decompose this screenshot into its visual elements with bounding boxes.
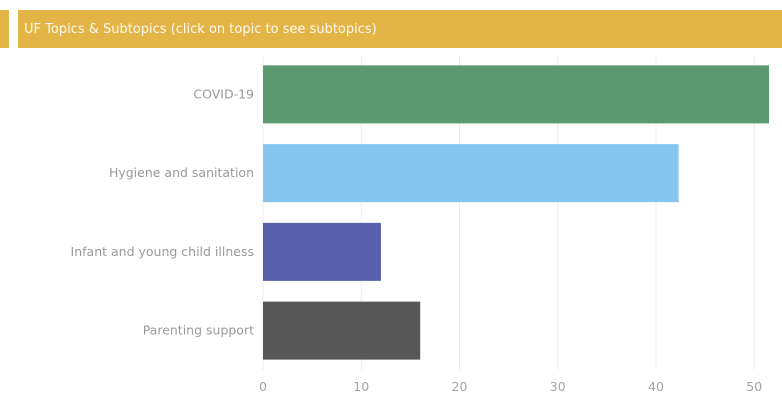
- category-label: Hygiene and sanitation: [109, 165, 254, 180]
- category-labels: COVID-19 Hygiene and sanitation Infant and…: [71, 86, 255, 337]
- chart-title[interactable]: UF Topics & Subtopics (click on topic to…: [24, 21, 377, 37]
- bar-infant-and-young-child-illness[interactable]: [263, 222, 381, 281]
- x-tick-label: 50: [746, 379, 762, 394]
- bar-parenting-support[interactable]: [263, 301, 421, 360]
- category-label: Parenting support: [143, 323, 254, 338]
- bar-hygiene-and-sanitation[interactable]: [263, 144, 679, 203]
- chart-header: UF Topics & Subtopics (click on topic to…: [18, 10, 782, 48]
- x-axis-ticks: 0 10 20 30 40 50: [259, 379, 762, 394]
- x-tick-label: 30: [550, 379, 566, 394]
- x-tick-label: 20: [452, 379, 468, 394]
- bar-covid-19[interactable]: [263, 65, 769, 124]
- left-accent-bar: [0, 10, 9, 48]
- category-label: Infant and young child illness: [71, 244, 254, 259]
- bars: [263, 65, 769, 360]
- x-tick-label: 40: [648, 379, 664, 394]
- category-label: COVID-19: [193, 86, 254, 101]
- x-tick-label: 0: [259, 379, 267, 394]
- x-tick-label: 10: [353, 379, 369, 394]
